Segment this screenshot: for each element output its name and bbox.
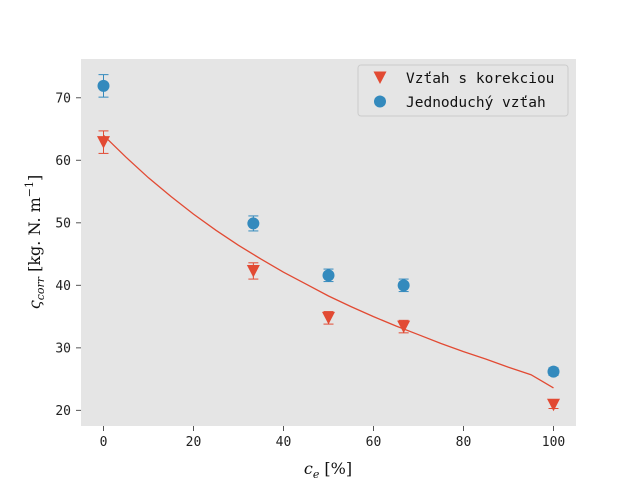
legend-box [357, 64, 569, 117]
x-tick-label: 40 [276, 435, 292, 450]
data-point-correction [397, 320, 411, 334]
legend-marker-triangle [373, 71, 387, 84]
y-tick-label: 70 [55, 91, 71, 106]
data-point-simple [397, 279, 410, 292]
data-points-layer [97, 74, 560, 412]
data-point-correction [97, 136, 110, 149]
legend: Vzťah s korekciou Jednoduchý vzťah [357, 64, 569, 117]
data-point-correction [322, 311, 335, 325]
x-tick-label: 20 [186, 435, 202, 450]
x-axis-label: ce [%] [304, 459, 352, 480]
x-tick-label: 0 [100, 435, 108, 450]
data-point-simple [97, 79, 110, 92]
data-point-simple [322, 269, 335, 282]
data-point-correction [547, 398, 560, 412]
legend-marker-circle [374, 95, 386, 108]
fit-curve-layer [103, 134, 554, 389]
x-tick-label: 100 [542, 435, 565, 450]
x-tick-label: 80 [456, 435, 472, 450]
y-tick-label: 20 [55, 404, 71, 419]
x-tick-label: 60 [366, 435, 382, 450]
y-tick-label: 50 [55, 216, 71, 231]
y-tick-label: 30 [55, 341, 71, 356]
data-point-simple [247, 217, 260, 230]
y-tick-label: 60 [55, 154, 71, 169]
data-point-correction [246, 264, 260, 278]
y-axis-label: ςcorr [kg. N. m−1] [23, 175, 47, 310]
x-axis: 0 20 40 60 80 100 [100, 426, 565, 450]
legend-label-simple: Jednoduchý vzťah [406, 95, 546, 111]
fit-curve [103, 134, 554, 389]
legend-label-correction: Vzťah s korekciou [406, 71, 554, 87]
plot-area [81, 59, 576, 426]
y-tick-label: 40 [55, 279, 71, 294]
y-axis: 20 30 40 50 60 70 [55, 91, 81, 419]
data-point-simple [547, 365, 560, 378]
